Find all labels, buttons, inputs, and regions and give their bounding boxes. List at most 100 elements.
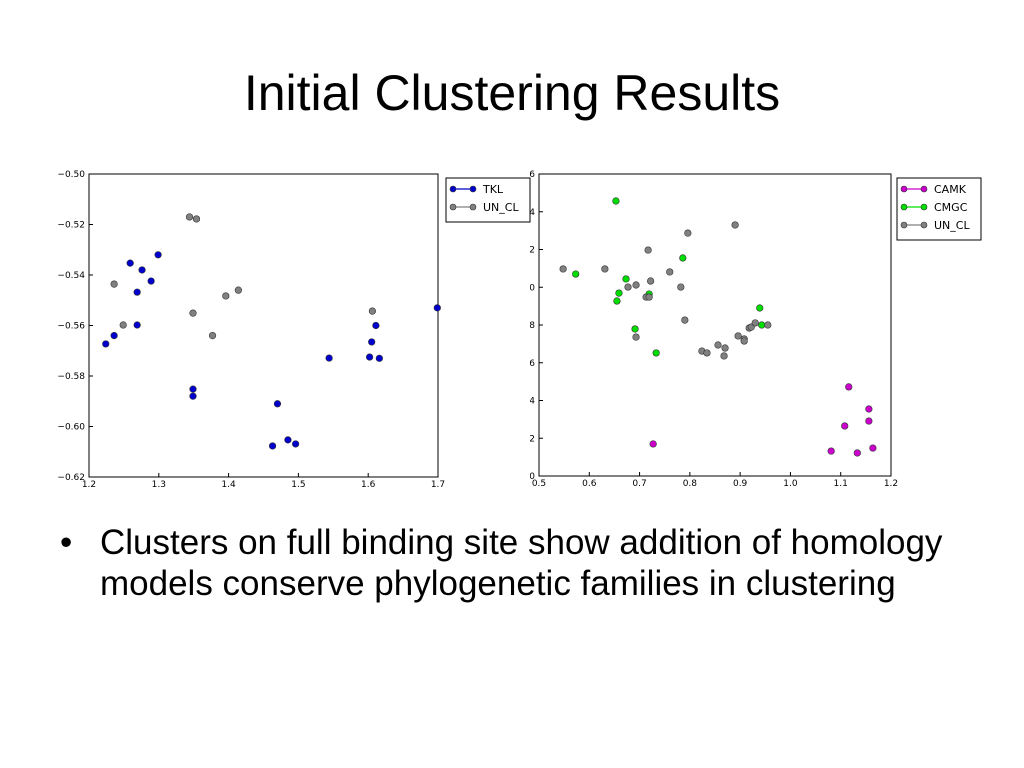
plot-frame — [538, 173, 892, 477]
data-point — [865, 405, 873, 413]
data-point — [559, 265, 567, 273]
chart-right: 0.50.60.70.80.91.01.11.2.0.2.4.6.802426C… — [524, 170, 982, 489]
data-point — [572, 270, 580, 278]
legend-marker — [449, 185, 457, 193]
y-tick-label: −0.52 — [57, 221, 85, 231]
data-point — [192, 215, 201, 223]
data-point — [208, 332, 217, 340]
data-point — [841, 422, 849, 430]
x-tick-label: 1.1 — [834, 479, 848, 489]
data-point — [764, 321, 772, 329]
x-tick-label: 1.4 — [221, 480, 236, 490]
data-point — [740, 337, 748, 345]
legend-marker — [469, 203, 477, 211]
data-point — [138, 266, 146, 274]
data-point — [234, 286, 242, 294]
x-tick-label: 1.2 — [884, 479, 898, 489]
y-tick-label: −0.54 — [57, 271, 85, 281]
data-point — [613, 297, 621, 305]
data-point — [292, 440, 300, 448]
data-point — [612, 197, 620, 205]
data-point — [110, 332, 118, 340]
data-point — [632, 281, 640, 289]
data-point — [714, 341, 722, 349]
y-tick-label: −0.50 — [57, 170, 85, 180]
y-tick-label: .0 — [526, 472, 535, 482]
x-tick-label: 0.8 — [683, 479, 698, 489]
data-point — [645, 293, 653, 301]
y-tick-label: −0.60 — [57, 423, 85, 433]
legend-marker — [900, 203, 908, 211]
data-point — [647, 277, 655, 285]
data-point — [284, 436, 292, 444]
x-tick-label: 0.7 — [632, 479, 646, 489]
plot-frame — [88, 173, 439, 478]
data-point — [644, 246, 652, 254]
data-point — [631, 325, 639, 333]
y-tick-label: .2 — [526, 434, 535, 444]
legend-marker — [920, 221, 928, 229]
legend-marker — [900, 185, 908, 193]
data-point — [734, 332, 742, 340]
data-point — [601, 265, 609, 273]
data-point — [126, 259, 134, 267]
data-point — [268, 442, 277, 450]
data-point — [853, 449, 861, 457]
legend-marker — [469, 185, 477, 193]
data-point — [368, 338, 376, 346]
data-point — [827, 447, 835, 455]
x-tick-label: 0.9 — [733, 479, 748, 489]
y-tick-label: .6 — [526, 359, 535, 369]
y-tick-label: −0.56 — [57, 322, 85, 332]
data-point — [666, 268, 674, 276]
data-point — [869, 444, 877, 452]
data-point — [731, 221, 739, 229]
x-tick-label: 1.2 — [82, 480, 96, 490]
data-point — [110, 280, 118, 288]
x-tick-label: 1.5 — [291, 480, 305, 490]
data-point — [368, 307, 376, 315]
y-tick-label: 0 — [529, 283, 535, 293]
data-point — [615, 289, 623, 297]
y-tick-label: .4 — [526, 397, 535, 407]
legend-marker — [900, 221, 908, 229]
data-point — [273, 400, 282, 408]
data-point — [375, 354, 383, 362]
data-point — [189, 309, 197, 317]
bullet-text: Clusters on full binding site show addit… — [100, 523, 943, 603]
data-point — [189, 385, 197, 393]
legend-label: UN_CL — [934, 219, 970, 232]
legend-label: CMGC — [934, 201, 968, 214]
legend-marker — [449, 203, 457, 211]
data-point — [679, 254, 687, 262]
y-tick-label: 2 — [529, 246, 535, 256]
data-point — [325, 354, 333, 362]
legend-label: UN_CL — [483, 201, 519, 214]
x-tick-label: 1.0 — [783, 479, 798, 489]
data-point — [677, 283, 685, 291]
bullet-marker: • — [60, 523, 73, 562]
x-tick-label: 1.7 — [431, 480, 445, 490]
data-point — [632, 333, 640, 341]
x-tick-label: 1.3 — [152, 480, 166, 490]
data-point — [721, 344, 729, 352]
x-tick-label: 0.6 — [582, 479, 597, 489]
data-point — [154, 251, 162, 259]
data-point — [102, 340, 110, 348]
data-point — [681, 316, 689, 324]
x-tick-label: 0.5 — [532, 479, 546, 489]
x-tick-label: 1.6 — [361, 480, 376, 490]
data-point — [649, 440, 657, 448]
legend-label: TKL — [482, 183, 504, 196]
legend-box — [896, 177, 982, 241]
y-tick-label: −0.62 — [57, 473, 85, 483]
data-point — [758, 321, 766, 329]
data-point — [189, 392, 197, 400]
data-point — [372, 321, 380, 330]
y-tick-label: 4 — [529, 208, 535, 218]
data-point — [624, 283, 632, 291]
y-tick-label: −0.58 — [57, 372, 85, 382]
data-point — [622, 275, 630, 283]
data-point — [133, 288, 141, 296]
